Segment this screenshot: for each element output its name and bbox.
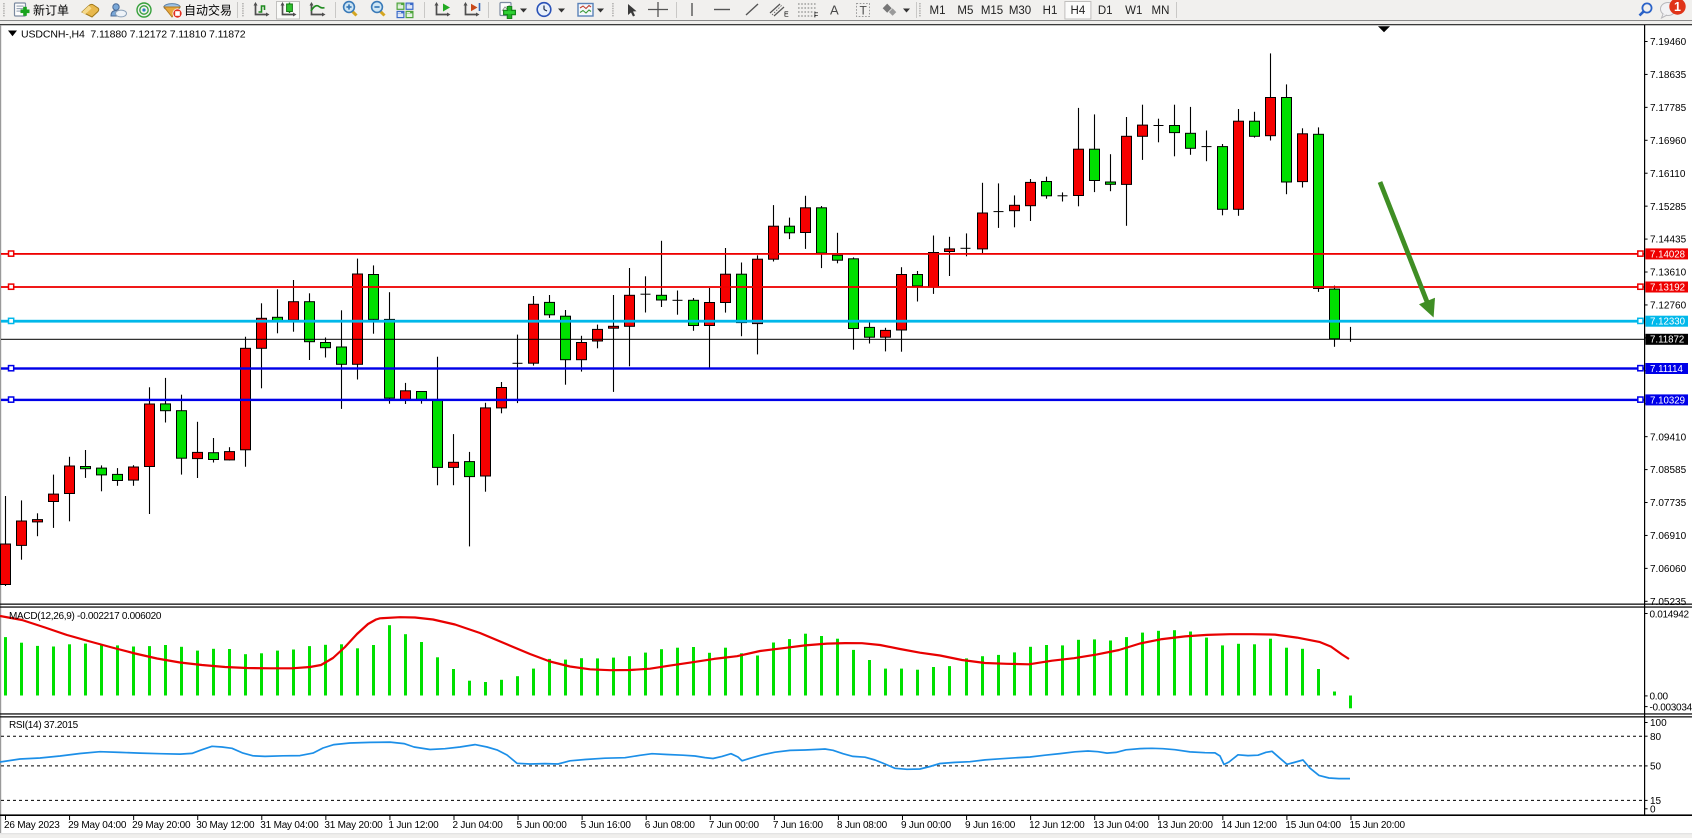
svg-text:15 Jun 20:00: 15 Jun 20:00 xyxy=(1349,820,1405,831)
svg-text:7.19460: 7.19460 xyxy=(1650,37,1687,48)
svg-text:M15: M15 xyxy=(981,5,1003,17)
svg-text:A: A xyxy=(830,3,839,18)
svg-text:MACD(12,26,9) -0.002217 0.0060: MACD(12,26,9) -0.002217 0.006020 xyxy=(9,611,162,622)
svg-text:M5: M5 xyxy=(957,5,973,17)
svg-text:M30: M30 xyxy=(1009,5,1031,17)
svg-text:7.05235: 7.05235 xyxy=(1650,597,1687,608)
svg-text:E: E xyxy=(784,12,789,19)
svg-text:1: 1 xyxy=(1674,0,1681,14)
svg-text:7.11114: 7.11114 xyxy=(1650,364,1683,375)
svg-text:7.15285: 7.15285 xyxy=(1650,202,1687,213)
svg-text:14 Jun 12:00: 14 Jun 12:00 xyxy=(1221,820,1277,831)
svg-text:USDCNH-,H4 7.11880 7.12172 7.: USDCNH-,H4 7.11880 7.12172 7.11810 7.118… xyxy=(21,28,246,40)
svg-text:7.12760: 7.12760 xyxy=(1650,301,1687,312)
svg-text:7.06910: 7.06910 xyxy=(1650,531,1687,542)
svg-text:29 May 04:00: 29 May 04:00 xyxy=(68,820,127,831)
svg-text:7.16960: 7.16960 xyxy=(1650,136,1687,147)
svg-text:7.13192: 7.13192 xyxy=(1650,282,1685,293)
svg-text:7 Jun 00:00: 7 Jun 00:00 xyxy=(709,820,760,831)
svg-text:RSI(14) 37.2015: RSI(14) 37.2015 xyxy=(9,720,79,731)
svg-text:1 Jun 12:00: 1 Jun 12:00 xyxy=(388,820,439,831)
svg-text:9 Jun 16:00: 9 Jun 16:00 xyxy=(965,820,1016,831)
svg-text:W1: W1 xyxy=(1125,5,1142,17)
svg-text:0.014942: 0.014942 xyxy=(1650,609,1690,620)
svg-text:7.12330: 7.12330 xyxy=(1650,317,1686,328)
svg-text:7.09410: 7.09410 xyxy=(1650,432,1687,443)
svg-text:15 Jun 04:00: 15 Jun 04:00 xyxy=(1285,820,1341,831)
svg-text:7.14435: 7.14435 xyxy=(1650,235,1687,246)
svg-text:7.07735: 7.07735 xyxy=(1650,498,1687,509)
svg-text:9 Jun 00:00: 9 Jun 00:00 xyxy=(901,820,952,831)
svg-text:50: 50 xyxy=(1650,762,1662,773)
svg-text:H4: H4 xyxy=(1071,5,1086,17)
svg-text:31 May 20:00: 31 May 20:00 xyxy=(324,820,383,831)
svg-text:7.11872: 7.11872 xyxy=(1650,335,1684,346)
svg-text:T: T xyxy=(860,4,868,18)
svg-text:8 Jun 08:00: 8 Jun 08:00 xyxy=(837,820,888,831)
svg-text:29 May 20:00: 29 May 20:00 xyxy=(132,820,191,831)
svg-text:F: F xyxy=(814,13,818,20)
svg-text:M1: M1 xyxy=(930,5,946,17)
svg-text:15: 15 xyxy=(1650,796,1662,807)
svg-text:7.14028: 7.14028 xyxy=(1650,249,1685,260)
svg-text:30 May 12:00: 30 May 12:00 xyxy=(196,820,255,831)
svg-text:2 Jun 04:00: 2 Jun 04:00 xyxy=(452,820,503,831)
svg-text:6 Jun 08:00: 6 Jun 08:00 xyxy=(645,820,696,831)
svg-text:12 Jun 12:00: 12 Jun 12:00 xyxy=(1029,820,1085,831)
svg-text:7.18635: 7.18635 xyxy=(1650,70,1687,81)
svg-text:13 Jun 04:00: 13 Jun 04:00 xyxy=(1093,820,1149,831)
svg-text:-0.003034: -0.003034 xyxy=(1650,702,1692,713)
svg-text:80: 80 xyxy=(1650,732,1662,743)
svg-text:MN: MN xyxy=(1152,5,1170,17)
svg-text:0.00: 0.00 xyxy=(1650,692,1669,703)
svg-text:7 Jun 16:00: 7 Jun 16:00 xyxy=(773,820,824,831)
svg-text:5 Jun 00:00: 5 Jun 00:00 xyxy=(517,820,568,831)
svg-text:新订单: 新订单 xyxy=(33,3,69,18)
svg-text:13 Jun 20:00: 13 Jun 20:00 xyxy=(1157,820,1213,831)
svg-text:5 Jun 16:00: 5 Jun 16:00 xyxy=(581,820,632,831)
svg-text:D1: D1 xyxy=(1098,5,1113,17)
svg-text:7.10329: 7.10329 xyxy=(1650,395,1685,406)
svg-text:自动交易: 自动交易 xyxy=(184,3,232,18)
svg-text:7.13610: 7.13610 xyxy=(1650,268,1687,279)
svg-text:100: 100 xyxy=(1650,718,1667,729)
svg-text:31 May 04:00: 31 May 04:00 xyxy=(260,820,319,831)
svg-text:7.16110: 7.16110 xyxy=(1650,169,1686,180)
svg-text:7.08585: 7.08585 xyxy=(1650,465,1687,476)
svg-text:H1: H1 xyxy=(1043,5,1058,17)
svg-text:7.17785: 7.17785 xyxy=(1650,103,1687,114)
svg-text:26 May 2023: 26 May 2023 xyxy=(4,820,60,831)
svg-text:0: 0 xyxy=(1650,804,1656,815)
svg-text:7.06060: 7.06060 xyxy=(1650,564,1687,575)
